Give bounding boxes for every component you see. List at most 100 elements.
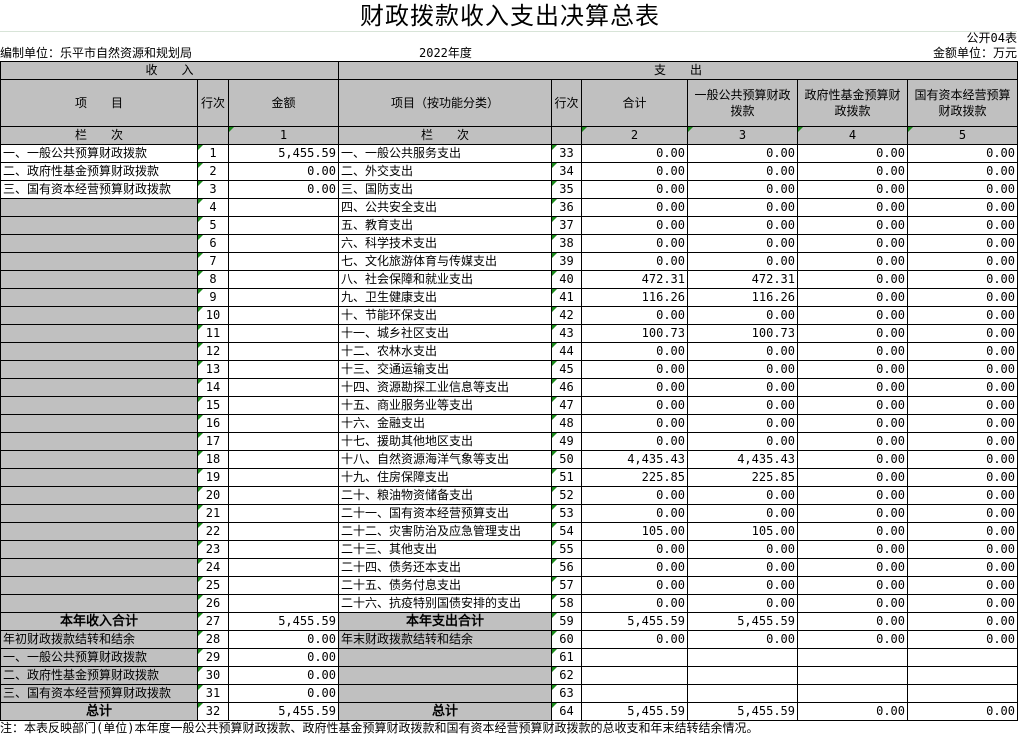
expense-item: 三、国防支出 bbox=[338, 180, 552, 199]
table-row: 总计 32 5,455.59 总计 64 5,455.59 5,455.59 0.00 0.00 bbox=[0, 702, 1018, 721]
expense-general: 0.00 bbox=[687, 540, 798, 559]
expense-fund: 0.00 bbox=[797, 252, 908, 271]
expense-item: 六、科学技术支出 bbox=[338, 234, 552, 253]
income-row-no: 2 bbox=[197, 162, 229, 181]
expense-state: 0.00 bbox=[907, 360, 1018, 379]
expense-item: 二、外交支出 bbox=[338, 162, 552, 181]
expense-total: 0.00 bbox=[581, 342, 688, 361]
expense-general: 0.00 bbox=[687, 630, 798, 649]
income-row-no: 32 bbox=[197, 702, 229, 721]
income-row-no: 15 bbox=[197, 396, 229, 415]
fund-budget-header: 政府性基金预算财政拨款 bbox=[797, 79, 908, 127]
expense-row-no: 46 bbox=[551, 378, 582, 397]
expense-fund: 0.00 bbox=[797, 576, 908, 595]
expense-total: 5,455.59 bbox=[581, 702, 688, 721]
expense-total: 4,435.43 bbox=[581, 450, 688, 469]
expense-general: 0.00 bbox=[687, 180, 798, 199]
expense-state: 0.00 bbox=[907, 594, 1018, 613]
income-item bbox=[0, 558, 198, 577]
expense-state: 0.00 bbox=[907, 270, 1018, 289]
income-row-no: 28 bbox=[197, 630, 229, 649]
income-item: 二、政府性基金预算财政拨款 bbox=[0, 162, 198, 181]
expense-total bbox=[581, 684, 688, 703]
income-amount: 5,455.59 bbox=[228, 612, 339, 631]
grid-lines bbox=[0, 31, 1017, 62]
expense-total: 0.00 bbox=[581, 540, 688, 559]
expense-item bbox=[338, 648, 552, 667]
expense-row-no: 43 bbox=[551, 324, 582, 343]
expense-row-no: 63 bbox=[551, 684, 582, 703]
table-row: 19 十九、住房保障支出 51 225.85 225.85 0.00 0.00 bbox=[0, 468, 1018, 487]
income-item bbox=[0, 540, 198, 559]
expense-item: 九、卫生健康支出 bbox=[338, 288, 552, 307]
expense-state: 0.00 bbox=[907, 630, 1018, 649]
income-item: 一、一般公共预算财政拨款 bbox=[0, 144, 198, 163]
table-row: 17 十七、援助其他地区支出 49 0.00 0.00 0.00 0.00 bbox=[0, 432, 1018, 451]
income-amount bbox=[228, 252, 339, 271]
expense-header: 支 出 bbox=[338, 61, 1018, 80]
income-item bbox=[0, 522, 198, 541]
income-row-no: 8 bbox=[197, 270, 229, 289]
expense-row-no: 53 bbox=[551, 504, 582, 523]
general-budget-header: 一般公共预算财政拨款 bbox=[687, 79, 798, 127]
expense-fund bbox=[797, 684, 908, 703]
income-amount bbox=[228, 306, 339, 325]
money-unit: 金额单位：万元 bbox=[932, 46, 1017, 60]
expense-item bbox=[338, 684, 552, 703]
income-amount: 0.00 bbox=[228, 630, 339, 649]
income-item bbox=[0, 342, 198, 361]
expense-item: 十七、援助其他地区支出 bbox=[338, 432, 552, 451]
income-amount: 5,455.59 bbox=[228, 144, 339, 163]
expense-total: 0.00 bbox=[581, 432, 688, 451]
expense-total: 0.00 bbox=[581, 576, 688, 595]
expense-general: 225.85 bbox=[687, 468, 798, 487]
income-amount bbox=[228, 450, 339, 469]
income-item bbox=[0, 414, 198, 433]
expense-total: 0.00 bbox=[581, 252, 688, 271]
table-row: 7 七、文化旅游体育与传媒支出 39 0.00 0.00 0.00 0.00 bbox=[0, 252, 1018, 271]
income-item bbox=[0, 252, 198, 271]
income-item bbox=[0, 576, 198, 595]
expense-row-no: 36 bbox=[551, 198, 582, 217]
expense-fund: 0.00 bbox=[797, 432, 908, 451]
income-item bbox=[0, 378, 198, 397]
expense-fund: 0.00 bbox=[797, 558, 908, 577]
expense-fund: 0.00 bbox=[797, 504, 908, 523]
expense-row-no: 64 bbox=[551, 702, 582, 721]
income-amount bbox=[228, 432, 339, 451]
expense-total: 0.00 bbox=[581, 180, 688, 199]
table-row: 4 四、公共安全支出 36 0.00 0.00 0.00 0.00 bbox=[0, 198, 1018, 217]
income-amount bbox=[228, 288, 339, 307]
table-row: 21 二十一、国有资本经营预算支出 53 0.00 0.00 0.00 0.00 bbox=[0, 504, 1018, 523]
expense-fund: 0.00 bbox=[797, 486, 908, 505]
income-amount bbox=[228, 540, 339, 559]
income-item: 一、一般公共预算财政拨款 bbox=[0, 648, 198, 667]
expense-general: 0.00 bbox=[687, 414, 798, 433]
income-item: 年初财政拨款结转和结余 bbox=[0, 630, 198, 649]
table-row: 15 十五、商业服务业等支出 47 0.00 0.00 0.00 0.00 bbox=[0, 396, 1018, 415]
expense-general: 0.00 bbox=[687, 198, 798, 217]
expense-item: 二十、粮油物资储备支出 bbox=[338, 486, 552, 505]
table-row: 一、一般公共预算财政拨款 29 0.00 61 bbox=[0, 648, 1018, 667]
income-item: 三、国有资本经营预算财政拨款 bbox=[0, 180, 198, 199]
expense-fund: 0.00 bbox=[797, 234, 908, 253]
income-row-no: 12 bbox=[197, 342, 229, 361]
col-label: 栏 次 bbox=[0, 126, 198, 145]
expense-fund: 0.00 bbox=[797, 540, 908, 559]
item-header: 项 目 bbox=[0, 79, 198, 127]
income-amount bbox=[228, 558, 339, 577]
expense-item: 四、公共安全支出 bbox=[338, 198, 552, 217]
expense-fund: 0.00 bbox=[797, 360, 908, 379]
income-item bbox=[0, 396, 198, 415]
expense-row-no: 61 bbox=[551, 648, 582, 667]
expense-fund: 0.00 bbox=[797, 414, 908, 433]
income-row-no: 25 bbox=[197, 576, 229, 595]
expense-total: 0.00 bbox=[581, 162, 688, 181]
table-row: 22 二十二、灾害防治及应急管理支出 54 105.00 105.00 0.00 0.00 bbox=[0, 522, 1018, 541]
income-row-no: 7 bbox=[197, 252, 229, 271]
income-row-no: 11 bbox=[197, 324, 229, 343]
expense-state bbox=[907, 684, 1018, 703]
budget-table: 收 入支 出 项 目行次 金额 项目（按功能分类） 行次 合计 一般公共预算财政拨款 政府性… bbox=[0, 61, 1018, 721]
expense-total: 0.00 bbox=[581, 630, 688, 649]
income-item bbox=[0, 234, 198, 253]
